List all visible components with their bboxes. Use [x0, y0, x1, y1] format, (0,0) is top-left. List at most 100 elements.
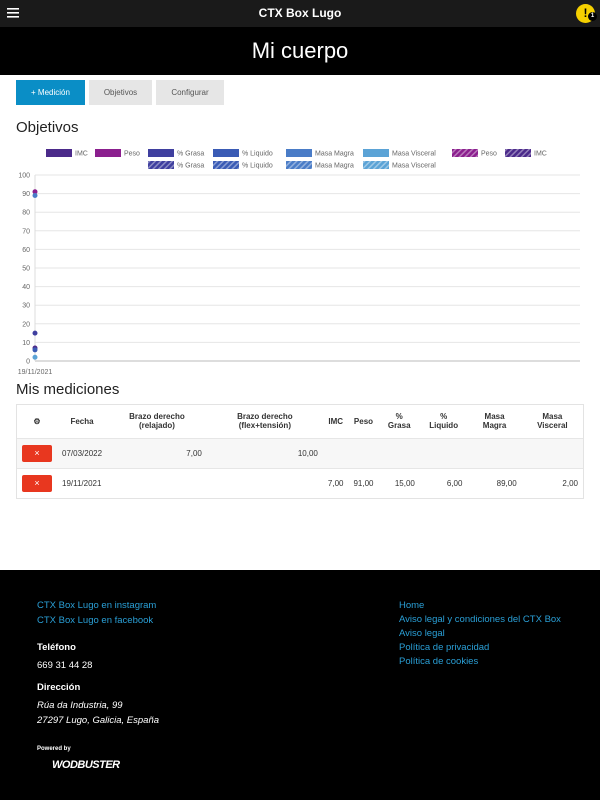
link[interactable]: Aviso legal y condiciones del CTX Box [399, 614, 561, 625]
footer: CTX Box Lugo en instagram CTX Box Lugo e… [0, 570, 600, 800]
table-cell [419, 437, 468, 468]
legend-swatch [213, 161, 239, 169]
page-title: Mi cuerpo [0, 27, 600, 75]
table-box: ⚙ Fecha Brazo derecho (relajado) Brazo dere… [16, 404, 584, 499]
data-point [32, 354, 38, 360]
action-cell: × [17, 467, 57, 498]
legend-swatch [148, 161, 174, 169]
table-cell: 2,00 [521, 467, 583, 498]
table-row: × 07/03/2022 7,00 10,00 [17, 437, 583, 468]
legend-label: Masa Visceral [392, 163, 436, 170]
y-tick-label: 70 [22, 228, 30, 235]
legend-swatch [286, 149, 312, 157]
table-cell [378, 437, 420, 468]
y-tick-label: 60 [22, 247, 30, 254]
brand-logo: WODBUSTER [52, 759, 120, 771]
table-cell: 07/03/2022 [57, 437, 108, 468]
y-tick-label: 50 [22, 266, 30, 273]
legend-swatch [286, 161, 312, 169]
delete-button[interactable]: × [22, 444, 52, 462]
tab[interactable]: Objetivos [89, 80, 152, 105]
legend-swatch [363, 149, 389, 157]
link[interactable]: Aviso legal [399, 628, 445, 639]
column-header: Masa Visceral [537, 412, 568, 431]
table-cell: 6,00 [419, 467, 468, 498]
y-tick-label: 30 [22, 303, 30, 310]
table-cell [107, 467, 207, 498]
y-tick-label: 40 [22, 284, 30, 291]
link[interactable]: Política de cookies [399, 656, 479, 667]
link[interactable]: Política de privacidad [399, 642, 490, 653]
legend-label: % Liquido [242, 151, 273, 158]
tab[interactable]: + Medición [16, 80, 85, 105]
table-cell: 10,00 [206, 437, 323, 468]
action-cell: × [17, 437, 57, 468]
y-tick-label: 100 [18, 173, 30, 180]
top-bar: CTX Box Lugo ! 1 [0, 0, 600, 27]
address: Rúa da Industria, 99 [37, 700, 123, 711]
link[interactable]: CTX Box Lugo en instagram [37, 600, 157, 611]
delete-button[interactable]: × [22, 474, 52, 492]
legend-swatch [46, 149, 72, 157]
data-point [32, 189, 38, 195]
column-header: % Grasa [387, 412, 411, 431]
table-cell: 89,00 [467, 467, 522, 498]
column-header: Brazo derecho (relajado) [129, 412, 185, 431]
legend-swatch [452, 149, 478, 157]
section-title: Objetivos [16, 119, 79, 136]
link[interactable]: Home [399, 600, 425, 611]
data-point [32, 192, 38, 198]
table-cell: 7,00 [107, 437, 207, 468]
data-point [32, 347, 38, 353]
address: 27297 Lugo, Galicia, España [37, 715, 160, 726]
notification[interactable]: ! 1 [576, 4, 597, 23]
link[interactable]: CTX Box Lugo en facebook [37, 615, 154, 626]
table-cell: 7,00 [322, 467, 349, 498]
table-row: × 19/11/2021 7,00 91,00 15,00 6,00 89,00 2,00 [17, 467, 583, 498]
y-tick-label: 80 [22, 210, 30, 217]
data-point [32, 330, 38, 336]
y-tick-label: 20 [22, 321, 30, 328]
legend-label: Peso [124, 151, 140, 158]
table-cell: 91,00 [348, 467, 379, 498]
column-header: Masa Magra [482, 412, 507, 431]
legend-label: Peso [481, 151, 497, 158]
column-header: % Liquido [429, 412, 459, 431]
table-cell [467, 437, 522, 468]
label: Dirección [37, 682, 81, 693]
tab[interactable]: Configurar [156, 80, 224, 105]
legend-swatch [148, 149, 174, 157]
table-cell [322, 437, 349, 468]
legend-label: % Grasa [177, 151, 204, 158]
legend-label: Masa Visceral [392, 151, 436, 158]
column-header: IMC [328, 416, 344, 426]
menu-icon[interactable] [7, 8, 19, 18]
notification-count: 1 [588, 12, 597, 21]
legend-label: % Liquido [242, 163, 273, 170]
legend-label: Masa Magra [315, 163, 354, 170]
table-body: × 07/03/2022 7,00 10,00 × 19/11/2021 7,00 91,00… [17, 437, 583, 498]
table: ⚙ Fecha Brazo derecho (relajado) Brazo dere… [17, 405, 583, 498]
app-title: CTX Box Lugo [258, 6, 342, 20]
y-tick-label: 10 [22, 340, 30, 347]
section-title: Mis mediciones [16, 381, 120, 398]
table-cell: 19/11/2021 [57, 467, 108, 498]
table-cell [348, 437, 379, 468]
x-tick-label: 19/11/2021 [18, 369, 53, 376]
legend-swatch [363, 161, 389, 169]
legend-label: Masa Magra [315, 151, 354, 158]
legend-swatch [95, 149, 121, 157]
column-header: Brazo derecho (flex+tensión) [237, 412, 293, 431]
y-tick-label: 0 [26, 359, 30, 366]
legend-label: IMC [534, 151, 547, 158]
legend-label: IMC [75, 151, 88, 158]
table-head: ⚙ Fecha Brazo derecho (relajado) Brazo dere… [17, 405, 583, 438]
y-tick-label: 90 [22, 191, 30, 198]
legend-label: % Grasa [177, 163, 204, 170]
table-cell: 15,00 [378, 467, 420, 498]
settings-header: ⚙ [33, 416, 41, 426]
legend-swatch [505, 149, 531, 157]
table-cell [521, 437, 583, 468]
powered-by: Powered by [37, 746, 71, 752]
